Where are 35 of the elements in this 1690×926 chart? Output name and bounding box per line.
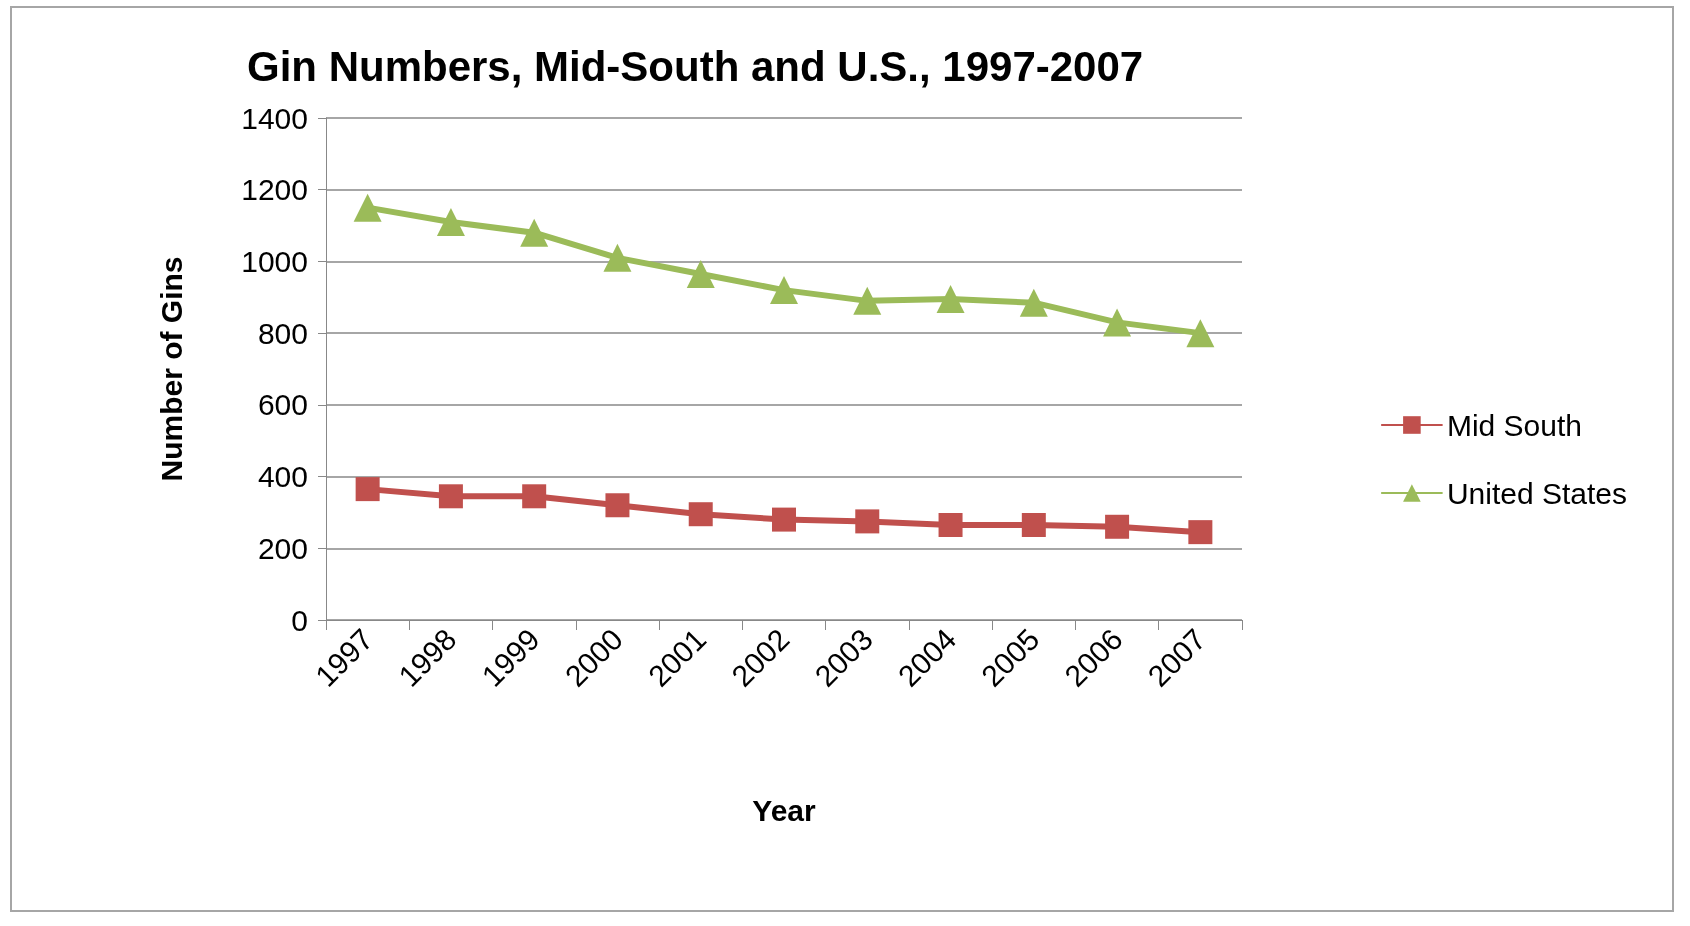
point <box>438 484 463 509</box>
point <box>770 276 798 305</box>
y-tick-label: 600 <box>257 388 308 422</box>
point <box>855 509 880 534</box>
point <box>1103 308 1132 337</box>
point <box>686 259 715 288</box>
point <box>936 285 965 314</box>
point <box>938 512 963 537</box>
point <box>603 243 632 272</box>
y-tick-label: 800 <box>257 316 308 350</box>
y-tick-label: 200 <box>257 531 308 565</box>
point <box>772 507 796 532</box>
point <box>520 218 549 247</box>
point <box>436 207 465 236</box>
point <box>853 286 882 315</box>
x-axis-title: Year <box>752 793 817 827</box>
y-tick-label: 1200 <box>241 173 308 207</box>
point <box>1105 514 1130 539</box>
y-tick-label: 1000 <box>241 244 308 278</box>
point <box>605 493 630 518</box>
y-tick-label: 1400 <box>241 101 308 135</box>
chart-title: Gin Numbers, Mid-South and U.S., 1997-2007 <box>247 42 1144 90</box>
point <box>353 193 382 222</box>
point <box>355 477 380 502</box>
legend-label: United States <box>1446 476 1628 510</box>
point <box>688 502 713 527</box>
point <box>1186 319 1215 348</box>
y-axis-title: Number of Gins <box>154 256 188 482</box>
y-tick-label: 0 <box>291 603 308 637</box>
point <box>1019 288 1048 317</box>
y-tick-label: 400 <box>257 460 308 494</box>
point <box>522 484 547 509</box>
legend-label: Mid South <box>1446 408 1582 442</box>
point <box>1188 520 1213 545</box>
point <box>1021 512 1046 537</box>
